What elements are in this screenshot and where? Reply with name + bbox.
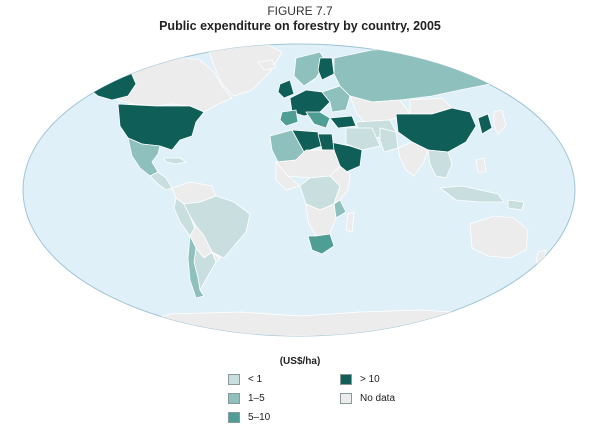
cuba: [163, 157, 187, 165]
south-africa: [307, 233, 335, 255]
uruguay: [211, 251, 221, 263]
legend-swatch: [340, 393, 352, 404]
uk-ireland: [277, 79, 295, 99]
sahel: [275, 149, 341, 179]
legend-label: 1–5: [248, 393, 265, 404]
finland: [317, 57, 335, 81]
brazil: [183, 195, 251, 259]
legend-swatch: [228, 374, 240, 385]
iberia: [279, 109, 299, 127]
legend-label: > 10: [360, 374, 380, 385]
mexico: [127, 137, 161, 177]
southeast-asia: [427, 149, 453, 179]
madagascar: [345, 211, 355, 233]
iceland: [257, 59, 277, 71]
west-africa: [275, 161, 301, 191]
indonesia: [439, 185, 505, 203]
figure-title: Public expenditure on forestry by countr…: [159, 19, 441, 33]
norway-sweden: [293, 51, 327, 87]
philippines: [475, 157, 487, 173]
india: [397, 141, 429, 177]
italy-balkans: [305, 111, 331, 129]
legend-label: No data: [360, 393, 396, 404]
legend-item-1to5: 1–5: [228, 393, 265, 404]
east-africa: [329, 165, 351, 205]
legend-swatch: [340, 374, 352, 385]
australia: [469, 215, 529, 259]
korea-japan: [477, 113, 493, 135]
legend-label: < 1: [248, 374, 263, 385]
legend-label: 5–10: [248, 412, 271, 423]
china: [395, 107, 477, 153]
iran-iraq: [345, 127, 381, 151]
legend-item-5to10: 5–10: [228, 412, 270, 423]
figure-label: FIGURE 7.7: [267, 4, 333, 18]
legend-item-lt1: < 1: [228, 374, 262, 385]
turkey: [329, 115, 357, 129]
legend-item-gt10: > 10: [340, 374, 380, 385]
pakistan-afghanistan: [379, 127, 399, 153]
greenland: [207, 44, 283, 97]
papua-new-guinea: [507, 199, 525, 211]
legend-swatch: [228, 412, 240, 423]
japan: [493, 109, 507, 135]
chile: [187, 235, 205, 299]
legend-swatch: [228, 393, 240, 404]
southern-africa: [305, 203, 337, 237]
legend-item-no-data: No data: [340, 393, 395, 404]
legend-title: (US$/ha): [279, 356, 321, 367]
